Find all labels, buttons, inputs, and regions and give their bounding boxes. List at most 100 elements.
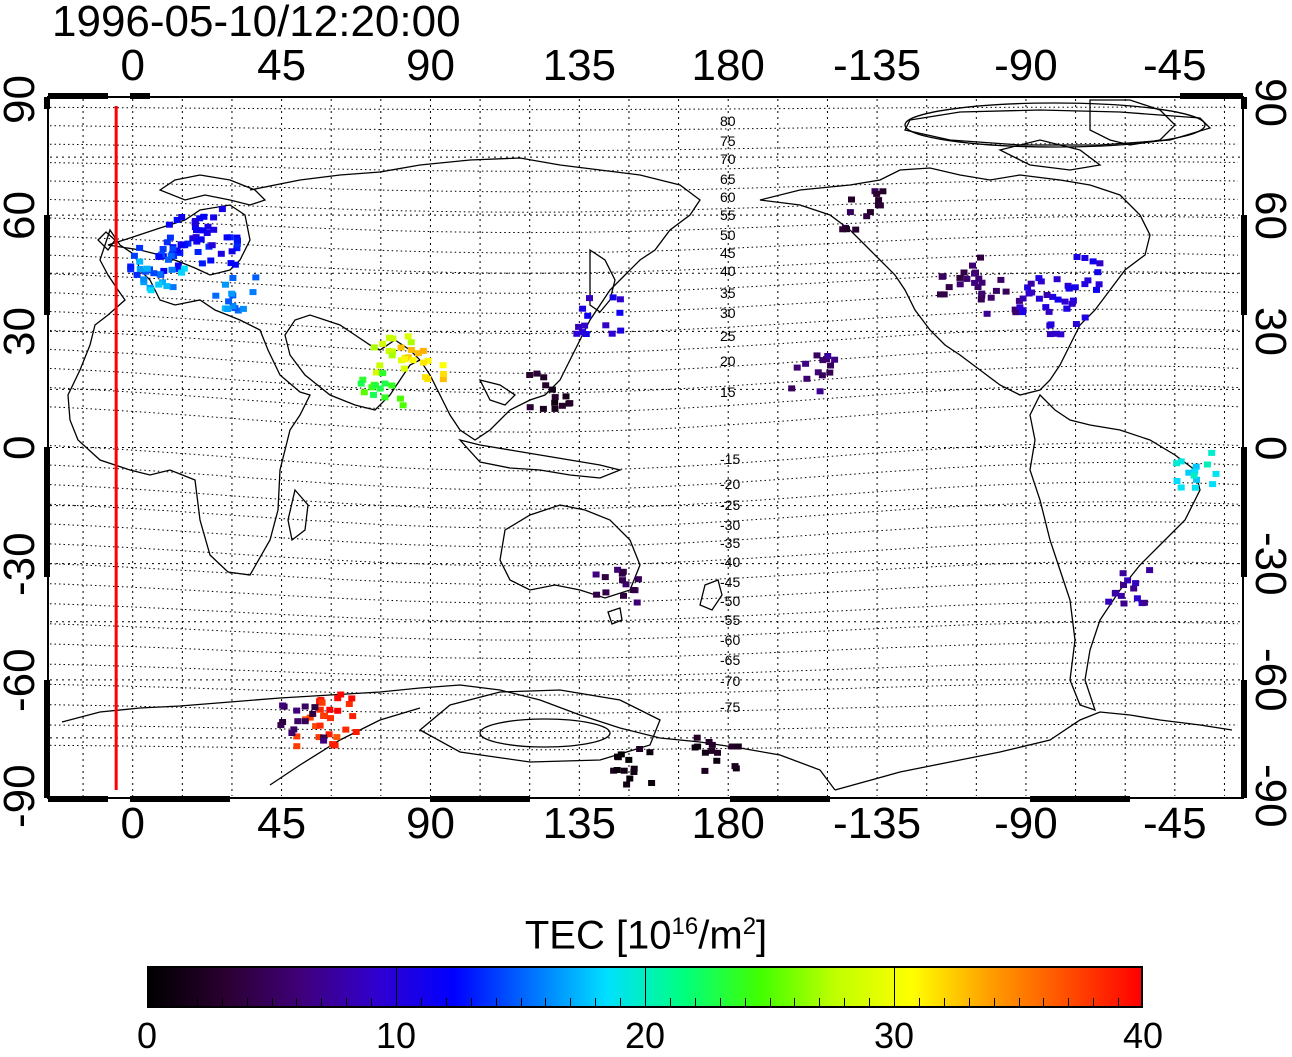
tec-point (609, 294, 617, 301)
contour-label: 70 (720, 151, 736, 167)
tec-point (1081, 314, 1089, 321)
tec-point (379, 370, 387, 377)
tec-point (1191, 468, 1199, 475)
tec-point (1173, 460, 1181, 467)
colorbar-tick-mark (918, 998, 920, 1008)
tec-point (977, 296, 985, 303)
tec-point (252, 274, 260, 281)
tec-point (163, 283, 171, 290)
tec-point (1071, 284, 1079, 291)
colorbar-tick-mark (794, 998, 796, 1008)
contour-label: -65 (720, 652, 740, 668)
contour-label: 20 (720, 353, 736, 369)
contour-label: -20 (720, 476, 740, 492)
contour-line (49, 365, 1239, 394)
tec-point (1019, 309, 1027, 316)
tec-point (309, 710, 317, 717)
tec-point (551, 405, 559, 412)
tec-point (424, 376, 432, 382)
tec-point (1027, 280, 1035, 287)
contour-label: 15 (720, 384, 736, 400)
tec-point (440, 371, 447, 377)
tec-point (987, 294, 995, 301)
colorbar-tick-mark (420, 998, 422, 1008)
tec-point (1054, 296, 1062, 303)
tec-point (1035, 295, 1043, 302)
tec-point (208, 242, 216, 249)
tec-point (616, 296, 624, 303)
tec-point (813, 352, 821, 359)
tec-point (249, 289, 257, 296)
tec-point (623, 781, 631, 788)
tec-point (197, 236, 205, 243)
colorbar-tick-mark (470, 998, 472, 1008)
tec-point (843, 226, 850, 233)
lon-tick-bottom: 0 (120, 799, 145, 848)
tec-point (1081, 281, 1089, 288)
tec-point (633, 599, 641, 606)
tec-point (714, 749, 721, 756)
tec-point (818, 372, 826, 379)
tec-point (293, 733, 301, 740)
colorbar-tick-mark (669, 998, 671, 1008)
tec-point (960, 269, 968, 276)
tec-point (293, 707, 301, 714)
tec-point (803, 375, 811, 382)
lat-tick-left: -60 (0, 648, 44, 712)
contour-line (49, 271, 1239, 294)
tec-point (1053, 276, 1061, 283)
contour-line (50, 106, 1239, 111)
south-pole-contour-outer (418, 689, 661, 763)
tec-point (1035, 275, 1043, 282)
tec-point (318, 699, 326, 706)
tec-point (1072, 321, 1080, 327)
colorbar-tick-mark (1018, 998, 1020, 1008)
contour-label: 80 (720, 113, 736, 129)
tec-point (814, 369, 822, 376)
tec-point (159, 279, 166, 286)
contour-line (50, 143, 1238, 152)
tec-point (277, 722, 285, 729)
tec-point (168, 266, 176, 273)
tec-point (288, 730, 296, 736)
tec-point (165, 256, 172, 263)
tec-point (526, 404, 534, 411)
tec-point (227, 260, 235, 267)
tec-point (397, 344, 405, 351)
contour-line (49, 601, 1239, 623)
tec-point (1140, 599, 1148, 606)
tec-point (939, 273, 947, 280)
tec-point (233, 240, 241, 247)
tec-point (1124, 577, 1132, 584)
tec-point (602, 322, 610, 329)
tec-point (971, 270, 978, 277)
colorbar-tick-mark (371, 998, 373, 1008)
tec-point (616, 309, 624, 316)
tec-point (1177, 484, 1185, 491)
contour-label: 55 (720, 207, 736, 223)
lat-tick-right: 0 (1246, 435, 1292, 460)
colorbar-tick-mark (520, 998, 522, 1008)
tec-point (333, 734, 341, 741)
contour-line (49, 290, 1239, 314)
plot-title: 1996-05-10/12:20:00 (52, 0, 461, 46)
tec-point (826, 369, 834, 376)
tec-point (582, 331, 590, 337)
tec-point (147, 287, 155, 294)
contour-label: -35 (720, 535, 740, 551)
lat-tick-left: 90 (0, 74, 44, 124)
lat-tick-right: 30 (1246, 306, 1292, 356)
contour-line (49, 641, 1239, 659)
tec-point (622, 581, 630, 588)
lon-tick-bottom: 90 (405, 799, 455, 848)
tec-point (136, 258, 144, 265)
tec-point (239, 305, 247, 312)
tec-point (150, 270, 158, 277)
tec-point (325, 731, 333, 738)
tec-point (217, 250, 225, 257)
tec-point (294, 718, 302, 725)
colorbar-tick-mark (869, 998, 871, 1008)
contour-line (49, 403, 1239, 433)
tec-point (1011, 306, 1019, 313)
